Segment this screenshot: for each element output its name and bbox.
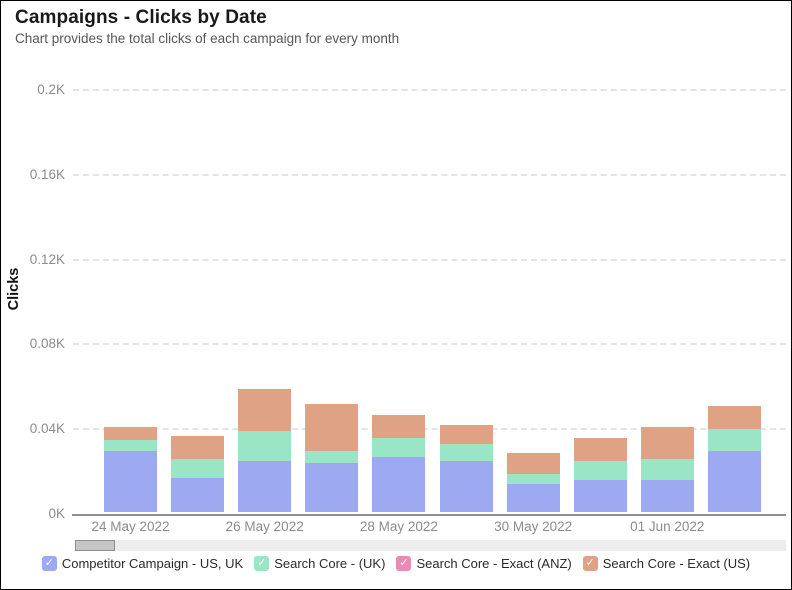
check-icon: ✓ xyxy=(585,556,595,569)
bar[interactable] xyxy=(707,406,761,512)
bar[interactable] xyxy=(640,427,694,512)
bar-segment[interactable] xyxy=(707,429,761,451)
legend-item-label: Search Core - Exact (US) xyxy=(602,555,751,571)
legend-item-label: Search Core - (UK) xyxy=(274,555,386,571)
bar-segment[interactable] xyxy=(238,461,292,512)
bar-segment[interactable] xyxy=(707,450,761,512)
bar[interactable] xyxy=(372,414,426,512)
legend-checkbox[interactable]: ✓ xyxy=(396,555,412,571)
legend-checkbox[interactable]: ✓ xyxy=(254,555,270,571)
legend-item[interactable]: ✓ Search Core - Exact (US) xyxy=(582,555,751,571)
bar-segment[interactable] xyxy=(372,414,426,438)
bar-segment[interactable] xyxy=(238,389,292,432)
legend-checkbox[interactable]: ✓ xyxy=(41,555,57,571)
legend-checkbox[interactable]: ✓ xyxy=(582,555,598,571)
bar-segment[interactable] xyxy=(439,461,493,512)
bar-segment[interactable] xyxy=(573,461,627,481)
check-icon: ✓ xyxy=(44,556,54,569)
gridline xyxy=(73,258,786,261)
gridline xyxy=(73,89,786,91)
bar-segment[interactable] xyxy=(506,452,560,474)
bar[interactable] xyxy=(573,437,627,512)
legend-item[interactable]: ✓ Search Core - Exact (ANZ) xyxy=(396,555,572,571)
legend-item-label: Search Core - Exact (ANZ) xyxy=(416,555,572,571)
bar-segment[interactable] xyxy=(707,406,761,430)
bar-segment[interactable] xyxy=(104,439,157,451)
bar-segment[interactable] xyxy=(439,425,493,445)
bar-segment[interactable] xyxy=(640,427,694,460)
gridline xyxy=(73,343,786,346)
check-icon: ✓ xyxy=(399,556,409,569)
x-axis-tick-label: 26 May 2022 xyxy=(225,519,304,534)
bar[interactable] xyxy=(238,389,292,512)
legend: ✓ Competitor Campaign - US, UK ✓ Search Cor… xyxy=(1,552,791,574)
bar-segment[interactable] xyxy=(372,437,426,457)
bar[interactable] xyxy=(506,452,560,512)
bar-segment[interactable] xyxy=(506,484,560,512)
bar-segment[interactable] xyxy=(372,456,426,512)
y-axis-tick-label: 0.16K xyxy=(29,166,65,182)
bar-segment[interactable] xyxy=(104,427,157,440)
bar-segment[interactable] xyxy=(640,480,694,512)
bar-segment[interactable] xyxy=(305,463,359,512)
bar-segment[interactable] xyxy=(573,437,627,462)
y-axis-title: Clicks xyxy=(6,267,22,311)
check-icon: ✓ xyxy=(257,556,267,569)
y-axis-tick-label: 0.2K xyxy=(37,82,65,97)
legend-item[interactable]: ✓ Search Core - (UK) xyxy=(254,555,386,571)
bar[interactable] xyxy=(104,427,157,512)
bar-segment[interactable] xyxy=(104,450,157,512)
bar-segment[interactable] xyxy=(506,473,560,485)
bar-segment[interactable] xyxy=(305,450,359,464)
chart-subtitle: Chart provides the total clicks of each … xyxy=(15,31,400,46)
page-title: Campaigns - Clicks by Date xyxy=(15,7,267,28)
x-axis-line xyxy=(72,514,786,516)
x-axis-tick-label: 01 Jun 2022 xyxy=(630,519,705,534)
y-axis-tick-label: 0.12K xyxy=(29,251,65,267)
gridline xyxy=(73,173,786,176)
bar-segment[interactable] xyxy=(439,444,493,462)
bar-segment[interactable] xyxy=(171,478,225,512)
y-axis-tick-label: 0K xyxy=(48,506,65,521)
chart-header: Campaigns - Clicks by Date Chart provide… xyxy=(15,7,777,46)
x-axis-tick-label: 28 May 2022 xyxy=(359,519,438,534)
bar-segment[interactable] xyxy=(640,459,694,481)
bar-segment[interactable] xyxy=(171,459,225,479)
bar-segment[interactable] xyxy=(573,480,627,512)
bar[interactable] xyxy=(171,435,225,512)
chart-scrollbar-thumb[interactable] xyxy=(75,540,115,551)
legend-item-label: Competitor Campaign - US, UK xyxy=(61,555,244,571)
x-axis-tick-label: 30 May 2022 xyxy=(494,519,573,534)
bar-segment[interactable] xyxy=(305,403,359,451)
bar[interactable] xyxy=(439,425,493,512)
y-axis-tick-label: 0.04K xyxy=(29,421,65,437)
y-axis-tick-label: 0.08K xyxy=(29,336,65,352)
bar-segment[interactable] xyxy=(238,431,292,462)
bar[interactable] xyxy=(305,403,359,512)
gridline xyxy=(73,428,786,431)
legend-item[interactable]: ✓ Competitor Campaign - US, UK xyxy=(41,555,244,571)
bar-segment[interactable] xyxy=(171,435,225,460)
x-axis-tick-label: 24 May 2022 xyxy=(91,519,170,534)
chart-scrollbar-track[interactable] xyxy=(75,540,786,551)
